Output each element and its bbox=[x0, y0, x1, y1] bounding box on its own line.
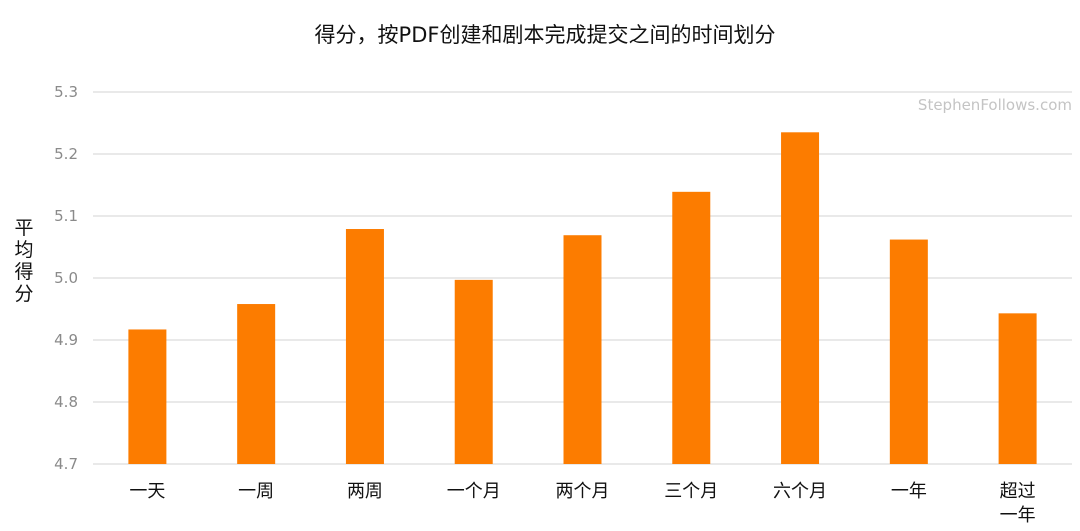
x-axis-labels: 一天 一周 两周 一个月 两个月 三个月 六个月 一年 超过一年 bbox=[129, 481, 1035, 526]
chart-title: 得分，按PDF创建和剧本完成提交之间的时间划分 bbox=[315, 23, 776, 47]
bar bbox=[781, 132, 820, 465]
bar bbox=[128, 329, 167, 464]
watermark: StephenFollows.com bbox=[918, 96, 1072, 114]
bar bbox=[563, 235, 602, 464]
x-tick-label: 三个月 bbox=[664, 481, 718, 502]
x-tick-label: 一天 bbox=[129, 481, 165, 502]
bar bbox=[454, 279, 493, 464]
y-tick-label: 5.1 bbox=[54, 207, 78, 225]
bar bbox=[672, 191, 711, 464]
x-tick-label: 一年 bbox=[891, 481, 927, 502]
bars bbox=[128, 132, 1037, 465]
x-tick-label: 一周 bbox=[238, 481, 274, 502]
bar bbox=[345, 229, 384, 464]
y-tick-label: 4.9 bbox=[54, 331, 78, 349]
y-axis-label: 平均得分 bbox=[14, 217, 33, 305]
x-tick-label: 两个月 bbox=[556, 481, 610, 502]
x-tick-label: 两周 bbox=[347, 481, 383, 502]
y-axis-ticks: 5.3 5.2 5.1 5.0 4.9 4.8 4.7 bbox=[54, 83, 78, 473]
y-tick-label: 4.8 bbox=[54, 393, 78, 411]
bar bbox=[998, 313, 1037, 464]
y-axis-title: 平均得分 bbox=[14, 217, 33, 305]
bar bbox=[889, 239, 928, 464]
y-tick-label: 5.2 bbox=[54, 145, 78, 163]
y-tick-label: 5.3 bbox=[54, 83, 78, 101]
y-tick-label: 4.7 bbox=[54, 455, 78, 473]
x-tick-label: 一个月 bbox=[447, 481, 501, 502]
x-tick-label: 超过一年 bbox=[1000, 481, 1036, 526]
y-tick-label: 5.0 bbox=[54, 269, 78, 287]
bar bbox=[237, 304, 276, 464]
x-tick-label: 六个月 bbox=[773, 481, 827, 502]
